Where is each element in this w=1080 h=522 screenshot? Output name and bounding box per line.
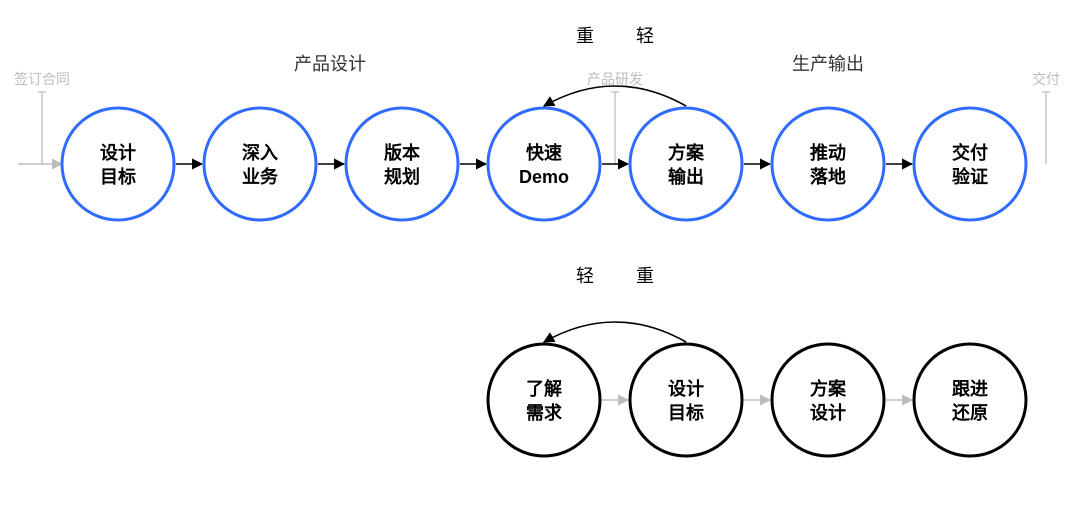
phase-marker-label-1: 产品研发 (587, 71, 643, 87)
row2-loop-label-right: 重 (636, 266, 654, 286)
row2-node-2: 方案设计 (772, 344, 884, 456)
row1-node-1: 深入业务 (204, 108, 316, 220)
row1-node-4-line2: 输出 (668, 166, 704, 187)
row1-node-2-line1: 版本 (384, 142, 420, 163)
row1-node-6-line1: 交付 (952, 142, 988, 163)
row2-node-1: 设计目标 (630, 344, 742, 456)
row2-group: 了解需求设计目标方案设计跟进还原轻重 (488, 266, 1026, 456)
phase-marker-0: 签订合同 (14, 71, 70, 164)
row2-loop-arrow (544, 322, 686, 342)
section-label-1: 生产输出 (792, 54, 864, 74)
row1-node-5: 推动落地 (772, 108, 884, 220)
row2-node-3: 跟进还原 (914, 344, 1026, 456)
row1-node-0-line1: 设计 (100, 142, 136, 163)
row2-loop-label-left: 轻 (576, 266, 594, 286)
phase-marker-label-2: 交付 (1032, 71, 1060, 87)
row2-node-0: 了解需求 (488, 344, 600, 456)
phase-marker-label-0: 签订合同 (14, 71, 70, 87)
section-label-0: 产品设计 (294, 54, 366, 74)
row1-node-5-line2: 落地 (810, 166, 846, 187)
row2-node-3-line2: 还原 (951, 403, 988, 423)
row1-node-3: 快速 Demo (488, 108, 600, 220)
row1-group: 设计目标深入业务版本规划快速Demo方案输出推动落地交付验证重轻 (62, 26, 1026, 220)
row2-node-3-line1: 跟进 (952, 379, 988, 399)
row1-loop-label-left: 重 (576, 26, 594, 46)
row2-node-2-line1: 方案 (810, 378, 847, 399)
row1-node-4-line1: 方案 (668, 142, 705, 163)
row2-node-0-line2: 需求 (526, 402, 563, 423)
row2-node-2-line2: 设计 (810, 402, 846, 423)
row1-node-4: 方案输出 (630, 108, 742, 220)
row1-node-5-line1: 推动 (810, 142, 846, 163)
row1-node-1-line2: 业务 (242, 166, 279, 187)
row2-node-0-line1: 了解 (526, 378, 562, 399)
row1-loop-label-right: 轻 (636, 26, 654, 46)
row1-node-3-line2: Demo (519, 167, 569, 187)
row1-node-1-line1: 深入 (242, 142, 278, 163)
row1-node-6: 交付验证 (914, 108, 1026, 220)
row1-node-3-line1: 快速 (526, 142, 562, 163)
phase-marker-2: 交付 (1032, 71, 1060, 164)
row1-node-2: 版本规划 (346, 108, 458, 220)
row1-node-0-line2: 目标 (100, 166, 136, 187)
row1-node-2-line2: 规划 (384, 166, 420, 187)
row2-node-1-line1: 设计 (668, 378, 704, 399)
row1-node-6-line2: 验证 (952, 166, 988, 187)
row2-node-1-line2: 目标 (668, 402, 704, 423)
row1-node-0: 设计目标 (62, 108, 174, 220)
